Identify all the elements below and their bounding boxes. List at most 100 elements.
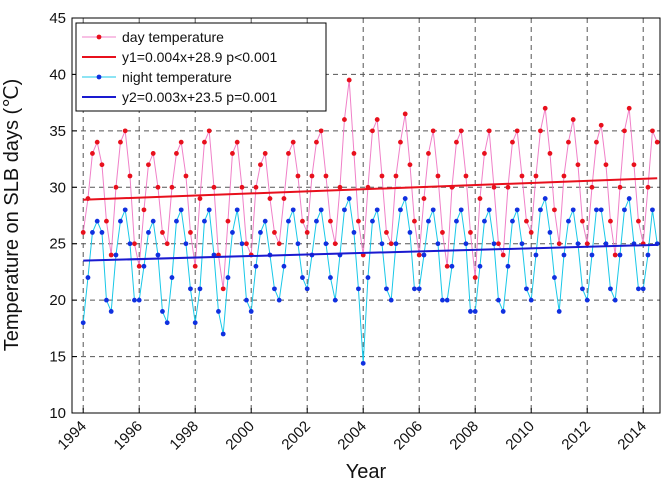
- legend-label: night temperature: [122, 69, 232, 85]
- data-point: [622, 207, 627, 213]
- data-point: [486, 128, 492, 134]
- data-point: [188, 286, 193, 292]
- x-tick-label: 2006: [390, 418, 426, 454]
- data-point: [337, 184, 343, 190]
- data-point: [178, 139, 184, 145]
- data-point: [118, 218, 123, 224]
- data-point: [332, 241, 338, 247]
- data-point: [584, 241, 590, 247]
- data-point: [566, 218, 571, 224]
- data-point: [248, 309, 254, 314]
- data-point: [533, 252, 539, 258]
- data-point: [360, 360, 366, 366]
- data-point: [276, 297, 282, 303]
- data-point: [197, 196, 203, 201]
- x-tick-label: 2002: [278, 418, 314, 454]
- data-point: [146, 162, 151, 168]
- data-point: [258, 162, 263, 168]
- data-point: [188, 230, 193, 235]
- data-point: [589, 184, 595, 190]
- data-point: [113, 184, 119, 190]
- data-point: [500, 252, 506, 258]
- data-point: [416, 286, 422, 292]
- data-point: [430, 207, 436, 213]
- y-tick-label: 35: [49, 123, 66, 140]
- x-tick-label: 2008: [446, 418, 482, 454]
- data-point: [220, 331, 226, 337]
- data-point: [314, 218, 319, 224]
- data-point: [314, 139, 319, 145]
- data-point: [477, 196, 483, 201]
- data-point: [276, 241, 282, 247]
- data-point: [150, 218, 156, 224]
- data-point: [244, 297, 249, 303]
- data-point: [598, 122, 604, 128]
- legend: day temperature y1=0.004x+28.9 p<0.001 nig…: [75, 22, 327, 112]
- data-point: [192, 263, 198, 269]
- data-point: [556, 309, 562, 314]
- data-point: [309, 173, 315, 179]
- data-point: [155, 252, 161, 258]
- data-point: [594, 139, 599, 145]
- data-point: [412, 218, 417, 224]
- data-point: [300, 218, 305, 224]
- data-point: [169, 184, 175, 190]
- data-point: [90, 151, 95, 156]
- data-point: [132, 241, 137, 247]
- data-point: [370, 128, 375, 134]
- data-point: [202, 139, 207, 145]
- data-point: [482, 218, 487, 224]
- data-point: [384, 286, 389, 292]
- data-point: [197, 286, 203, 292]
- data-point: [318, 128, 324, 134]
- data-point: [463, 173, 469, 179]
- data-point: [286, 218, 291, 224]
- data-point: [561, 252, 567, 258]
- data-point: [580, 218, 585, 224]
- data-point: [104, 218, 109, 224]
- data-point: [356, 218, 361, 224]
- data-point: [290, 139, 296, 145]
- data-point: [412, 286, 417, 292]
- data-point: [463, 241, 469, 247]
- data-point: [612, 252, 618, 258]
- data-point: [132, 297, 137, 303]
- data-point: [169, 275, 175, 280]
- data-point: [384, 230, 389, 235]
- data-point: [622, 128, 627, 134]
- data-point: [435, 241, 441, 247]
- data-point: [538, 128, 543, 134]
- data-point: [617, 252, 623, 258]
- data-point: [505, 184, 511, 190]
- data-point: [178, 207, 184, 213]
- data-point: [150, 151, 156, 156]
- data-point: [398, 207, 403, 213]
- data-point: [388, 241, 394, 247]
- data-point: [127, 241, 133, 247]
- data-point: [435, 173, 441, 179]
- data-point: [262, 151, 268, 156]
- data-point: [351, 151, 357, 156]
- data-point: [636, 286, 641, 292]
- data-point: [454, 218, 459, 224]
- data-point: [388, 297, 394, 303]
- data-point: [253, 184, 259, 190]
- data-point: [370, 218, 375, 224]
- data-point: [566, 139, 571, 145]
- data-point: [468, 230, 473, 235]
- data-point: [524, 218, 529, 224]
- legend-box: [75, 22, 327, 112]
- data-point: [454, 139, 459, 145]
- data-point: [272, 286, 277, 292]
- data-point: [393, 241, 399, 247]
- x-axis-label: Year: [346, 461, 387, 483]
- data-point: [416, 252, 422, 258]
- data-point: [99, 162, 105, 168]
- y-axis-label: Temperature on SLB days (℃): [1, 79, 23, 352]
- data-point: [85, 275, 91, 280]
- data-point: [631, 162, 637, 168]
- data-point: [552, 207, 557, 213]
- y-tick-label: 30: [49, 179, 66, 196]
- data-point: [440, 230, 445, 235]
